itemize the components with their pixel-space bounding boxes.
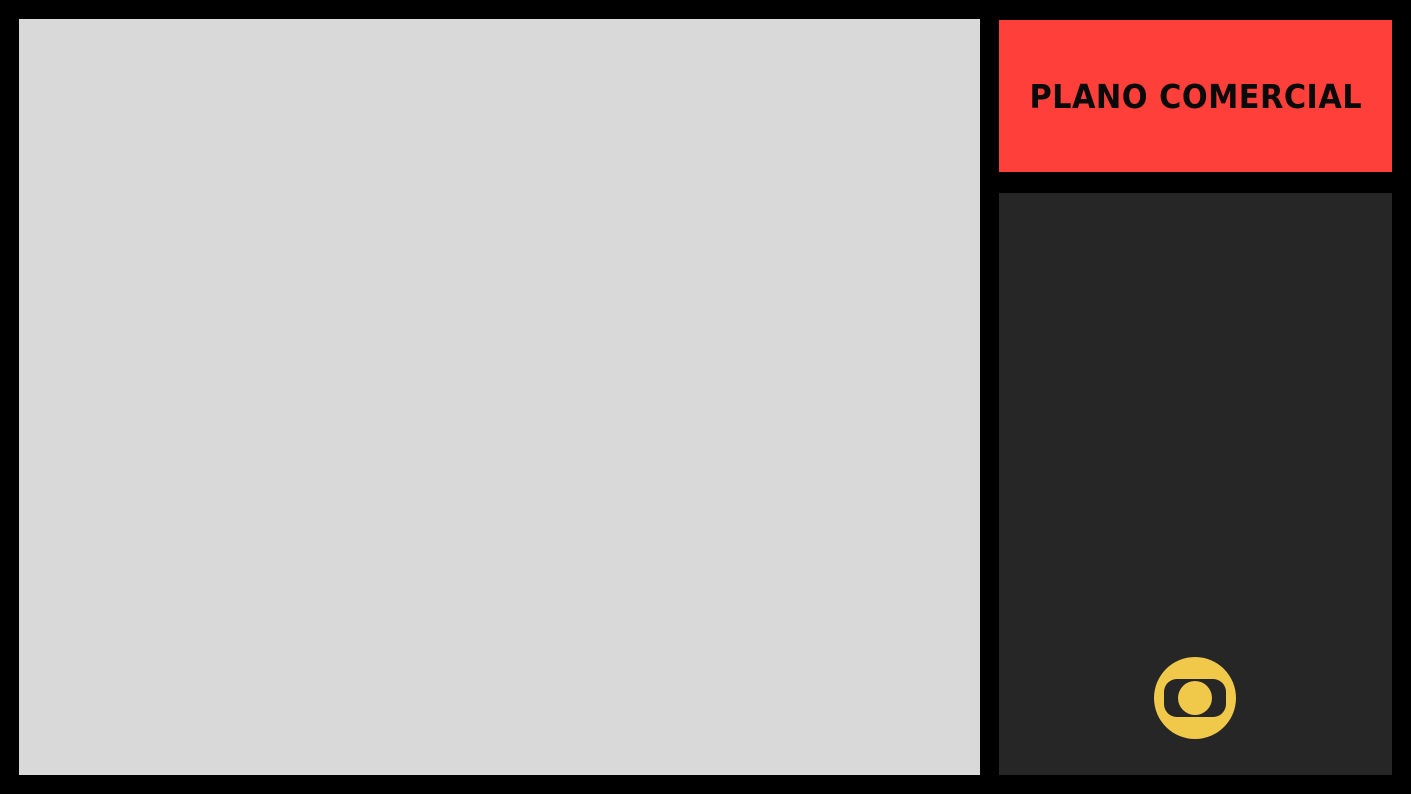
side-panel bbox=[999, 193, 1392, 775]
main-content-panel bbox=[19, 19, 980, 775]
page-title: PLANO COMERCIAL bbox=[1029, 76, 1362, 116]
logo-inner-circle bbox=[1178, 681, 1212, 715]
title-panel: PLANO COMERCIAL bbox=[999, 20, 1392, 172]
globo-logo-icon bbox=[1154, 657, 1236, 739]
